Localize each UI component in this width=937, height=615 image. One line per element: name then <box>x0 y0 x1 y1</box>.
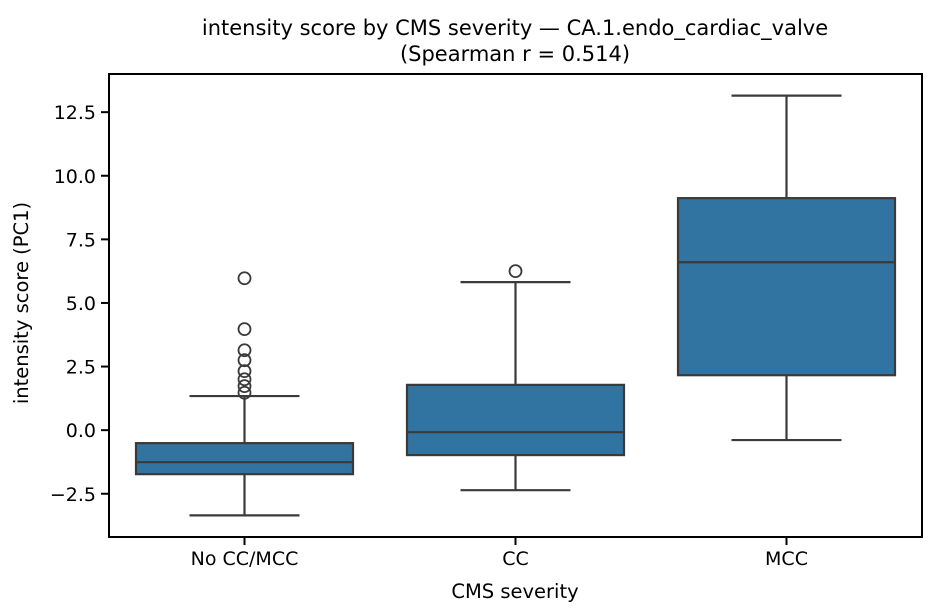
outlier-point <box>237 364 252 379</box>
outlier-point <box>237 385 252 400</box>
outlier-point <box>237 343 252 358</box>
x-tick-label: CC <box>502 548 529 570</box>
plot-frame <box>108 73 923 538</box>
outlier-point <box>237 322 252 337</box>
outlier-point <box>237 271 252 286</box>
y-tick-label: 0.0 <box>66 420 96 442</box>
box-series <box>134 94 897 517</box>
chart-title-line2: (Spearman r = 0.514) <box>400 42 630 66</box>
box-group-2 <box>405 264 626 492</box>
y-tick-label: −2.5 <box>50 484 96 506</box>
x-axis-label: CMS severity <box>451 580 578 603</box>
iqr-box <box>405 383 626 457</box>
iqr-box <box>676 197 897 377</box>
outlier-point <box>508 264 523 279</box>
box-group-1 <box>134 271 355 517</box>
x-tick-label: MCC <box>765 548 808 570</box>
y-axis-label: intensity score (PC1) <box>10 202 33 404</box>
y-axis-ticks: −2.5 0.0 2.5 5.0 7.5 10.0 12.5 <box>50 102 109 506</box>
y-tick-label: 7.5 <box>66 229 96 251</box>
box-group-3 <box>676 94 897 442</box>
x-tick-label: No CC/MCC <box>191 548 299 570</box>
outlier-point <box>237 353 252 368</box>
y-tick-label: 10.0 <box>54 166 96 188</box>
y-tick-label: 2.5 <box>66 357 96 379</box>
chart-title-line1: intensity score by CMS severity — CA.1.e… <box>202 16 828 41</box>
iqr-box <box>134 442 355 476</box>
y-tick-label: 12.5 <box>54 102 96 124</box>
outlier-point <box>237 379 252 394</box>
outlier-point <box>237 372 252 387</box>
y-tick-label: 5.0 <box>66 293 96 315</box>
x-axis-ticks: No CC/MCC CC MCC <box>191 537 808 570</box>
